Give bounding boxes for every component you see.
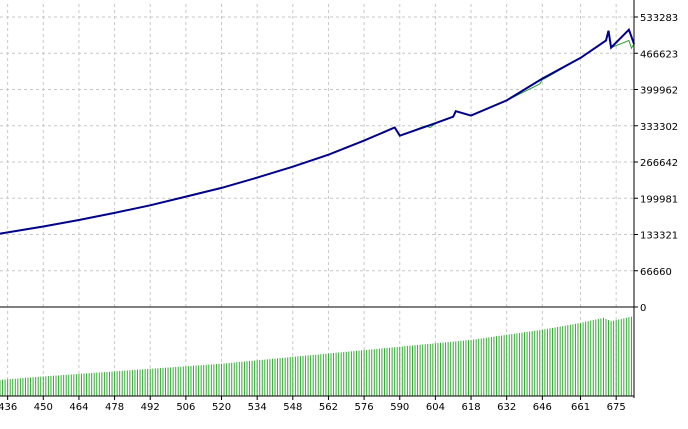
x-tick-labels: 436 450 464 478 492 506 520 534 548 562 576 590 604 6…: [0, 402, 626, 413]
x-tick-label: 604: [426, 402, 445, 413]
y-tick-label: 333302: [640, 122, 678, 133]
x-tick-label: 562: [319, 402, 338, 413]
x-tick-label: 590: [390, 402, 409, 413]
x-tick-label: 450: [34, 402, 53, 413]
y-tick-label: 199981: [640, 194, 678, 205]
y-tick-labels: 533283 466623 399962 333302 266642 199981 1333…: [640, 13, 678, 314]
x-tick-label: 548: [283, 402, 302, 413]
y-tick-label: 133321: [640, 231, 678, 242]
x-tick-label: 478: [105, 402, 124, 413]
x-tick-label: 506: [176, 402, 195, 413]
series-lines: [0, 27, 635, 235]
x-tick-label: 520: [212, 402, 231, 413]
y-tick-label: 399962: [640, 86, 678, 97]
x-tick-label: 534: [248, 402, 267, 413]
y-tick-label: 533283: [640, 13, 678, 24]
y-tick-label: 466623: [640, 49, 678, 60]
y-tick-label: 0: [640, 303, 646, 314]
balance-line: [0, 27, 635, 235]
x-tick-label: 492: [141, 402, 160, 413]
x-tick-label: 436: [0, 402, 17, 413]
axes: [0, 0, 638, 400]
x-tick-label: 646: [533, 402, 552, 413]
upper-grid: [0, 4, 634, 307]
x-tick-label: 675: [607, 402, 626, 413]
y-tick-label: 66660: [640, 267, 672, 278]
x-tick-label: 632: [497, 402, 516, 413]
x-tick-label: 661: [571, 402, 590, 413]
equity-line: [0, 30, 635, 235]
x-tick-label: 618: [461, 402, 480, 413]
y-tick-label: 266642: [640, 158, 678, 169]
volume-bars: [0, 316, 635, 396]
x-tick-label: 576: [355, 402, 374, 413]
x-tick-label: 464: [69, 402, 88, 413]
